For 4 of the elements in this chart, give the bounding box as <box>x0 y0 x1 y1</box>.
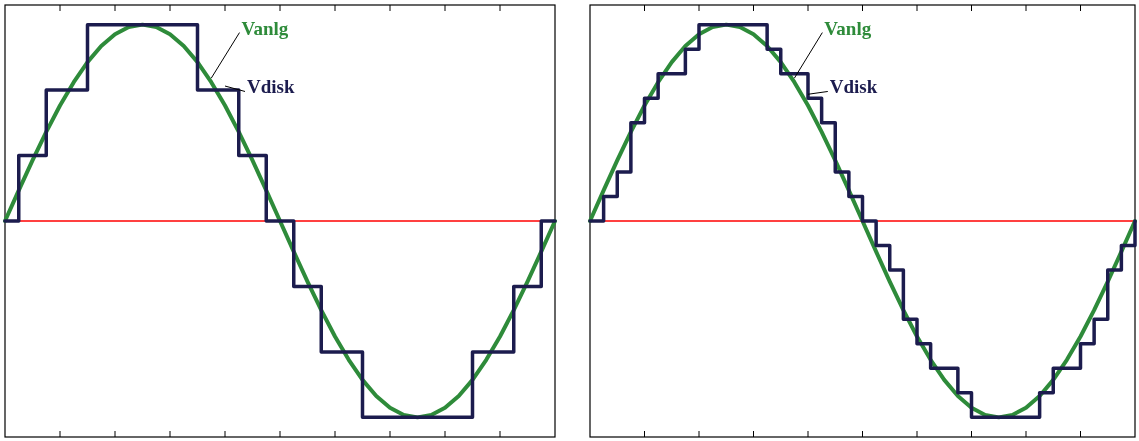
text: Vanlg <box>824 17 872 39</box>
series-label: Vdisk <box>247 76 295 98</box>
series-label: Vdisk <box>829 76 878 98</box>
text: Vanlg <box>241 17 289 39</box>
